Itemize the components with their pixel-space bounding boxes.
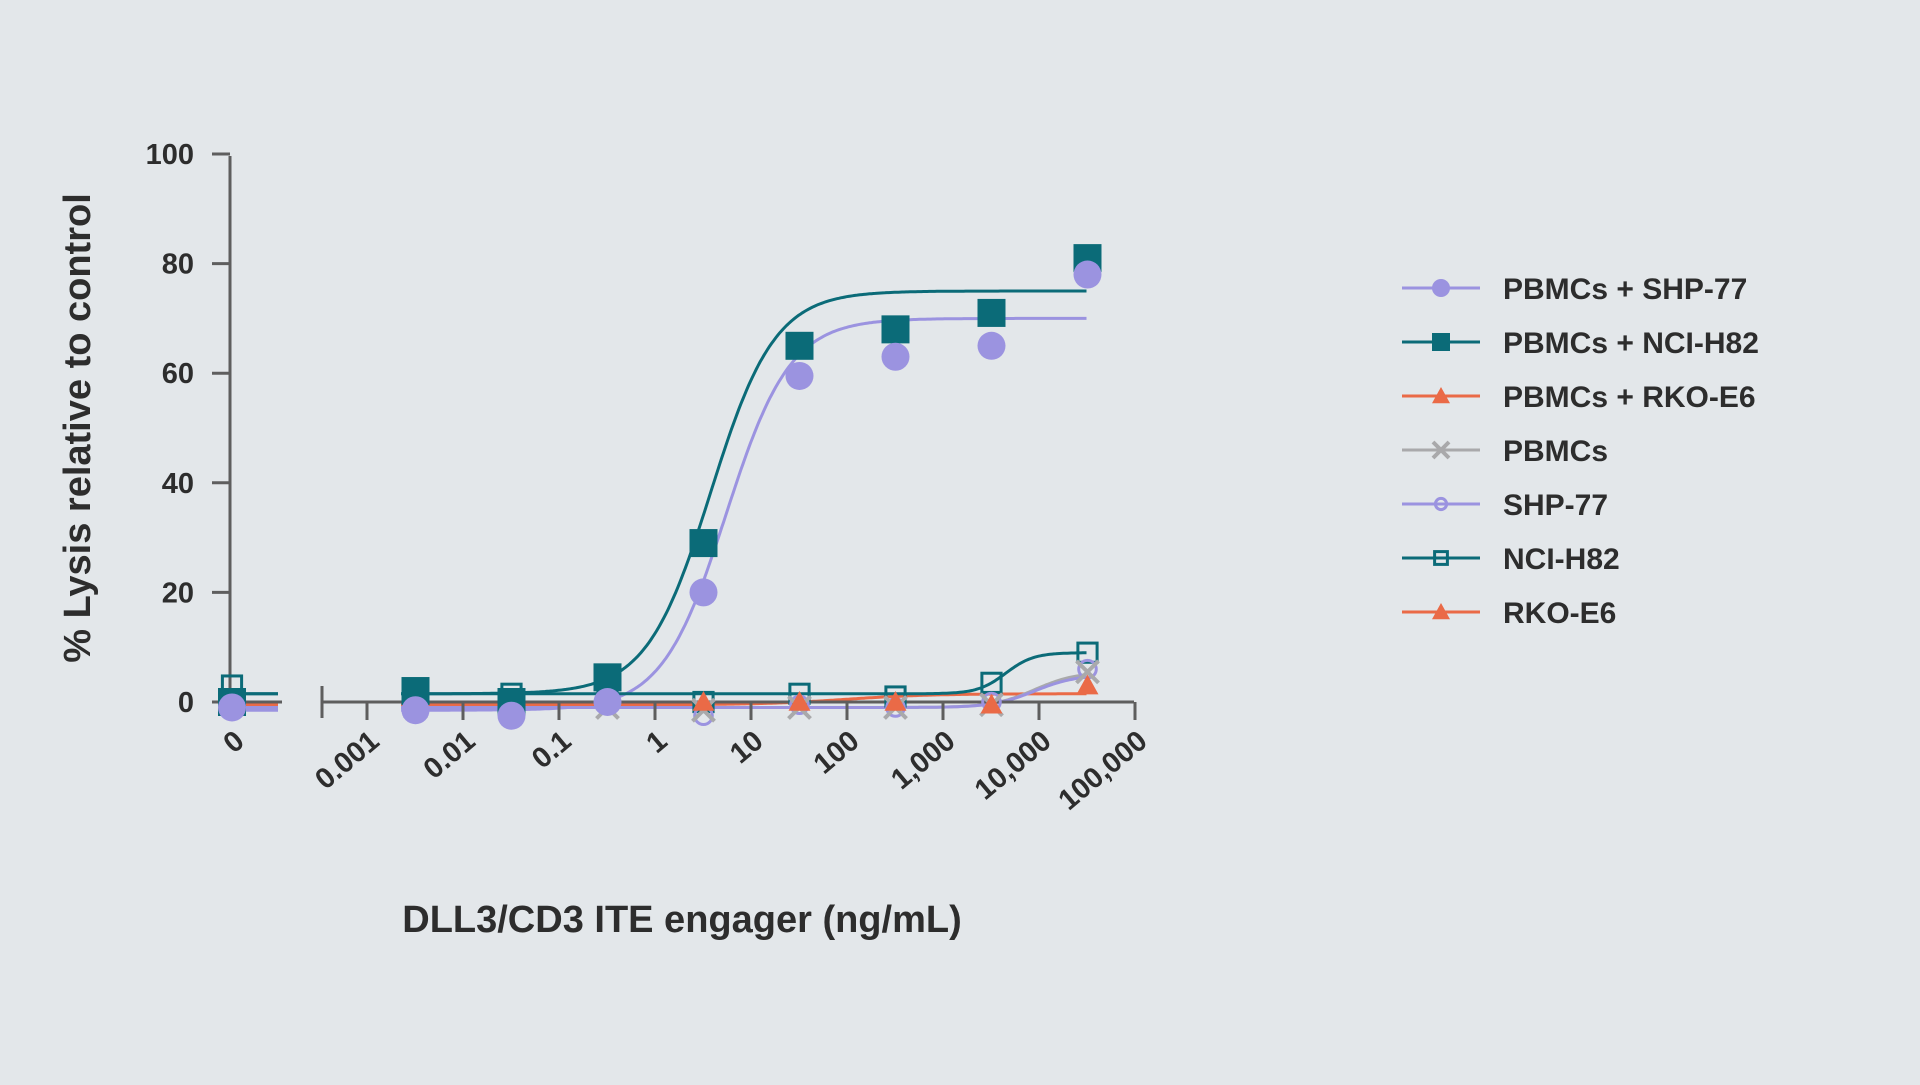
fit-curves: [232, 289, 1087, 712]
data-point: [1432, 333, 1450, 351]
legend-label: PBMCs + NCI-H82: [1503, 327, 1759, 360]
data-point: [401, 696, 430, 725]
y-tick-label: 0: [178, 687, 194, 719]
x-tick-label: 100: [808, 725, 866, 781]
legend-item: RKO-E6: [1402, 597, 1616, 630]
legend-label: PBMCs: [1503, 435, 1608, 468]
y-tick-label: 80: [162, 249, 194, 281]
x-tick-label: 0: [218, 725, 251, 760]
legend-item: NCI-H82: [1402, 543, 1620, 576]
x-marker-stroke: [1075, 659, 1100, 685]
data-point: [593, 688, 622, 716]
legend-item: PBMCs + SHP-77: [1402, 273, 1747, 306]
x-tick-label: 1: [641, 725, 674, 760]
x-tick-label: 10,000: [969, 725, 1058, 807]
data-point: [785, 361, 814, 390]
data-point: [788, 691, 811, 711]
x-axis-title: DLL3/CD3 ITE engager (ng/mL): [402, 899, 961, 941]
data-point: [1432, 603, 1450, 620]
legend-item: SHP-77: [1402, 489, 1608, 522]
y-tick-label: 100: [146, 139, 194, 171]
legend-label: NCI-H82: [1503, 543, 1620, 576]
legend-item: PBMCs: [1402, 435, 1608, 468]
data-point: [1431, 440, 1451, 460]
data-point: [1076, 641, 1099, 664]
data-point: [1076, 674, 1099, 695]
data-point: [881, 342, 910, 371]
legend-label: PBMCs + RKO-E6: [1503, 381, 1756, 414]
data-point: [593, 663, 622, 692]
data-point: [977, 298, 1006, 327]
legend-item: PBMCs + NCI-H82: [1402, 327, 1759, 360]
data-point: [1075, 659, 1100, 685]
x-tick-label: 100,000: [1053, 725, 1154, 817]
data-point: [884, 691, 907, 711]
data-points: [218, 244, 1102, 730]
x-tick-label: 0.001: [309, 725, 385, 796]
data-point: [1432, 387, 1450, 404]
legend: PBMCs + SHP-77 PBMCs + NCI-H82 PBMCs + RKO…: [1402, 273, 1759, 630]
data-point: [1432, 279, 1450, 297]
data-point: [692, 691, 715, 711]
legend-label: SHP-77: [1503, 489, 1608, 522]
y-axis-title: % Lysis relative to control: [57, 193, 99, 663]
y-tick-label: 40: [162, 468, 194, 500]
data-point: [497, 701, 526, 730]
data-point: [785, 331, 814, 360]
x-tick-label: 0.1: [526, 725, 577, 775]
axes: [228, 156, 1134, 718]
x-tick-label: 10: [724, 725, 769, 770]
data-point: [689, 529, 718, 558]
data-point: [977, 331, 1006, 360]
data-point: [980, 693, 1003, 714]
y-tick-label: 60: [162, 358, 194, 390]
fit-curve-0: [401, 316, 1087, 712]
legend-label: RKO-E6: [1503, 597, 1616, 630]
x-tick-label: 0.01: [418, 725, 482, 786]
legend-item: PBMCs + RKO-E6: [1402, 381, 1756, 414]
data-point: [881, 315, 910, 344]
data-point: [1433, 550, 1449, 566]
data-point: [1433, 496, 1449, 512]
data-point: [1073, 260, 1102, 289]
y-tick-label: 20: [162, 577, 194, 609]
legend-label: PBMCs + SHP-77: [1503, 273, 1747, 306]
x-tick-label: 1,000: [885, 725, 961, 796]
data-point: [218, 693, 246, 722]
y-axis-ticks: 0 20 40 60 80 100: [146, 139, 230, 719]
x-marker-stroke: [1431, 440, 1451, 460]
data-point: [689, 578, 718, 607]
